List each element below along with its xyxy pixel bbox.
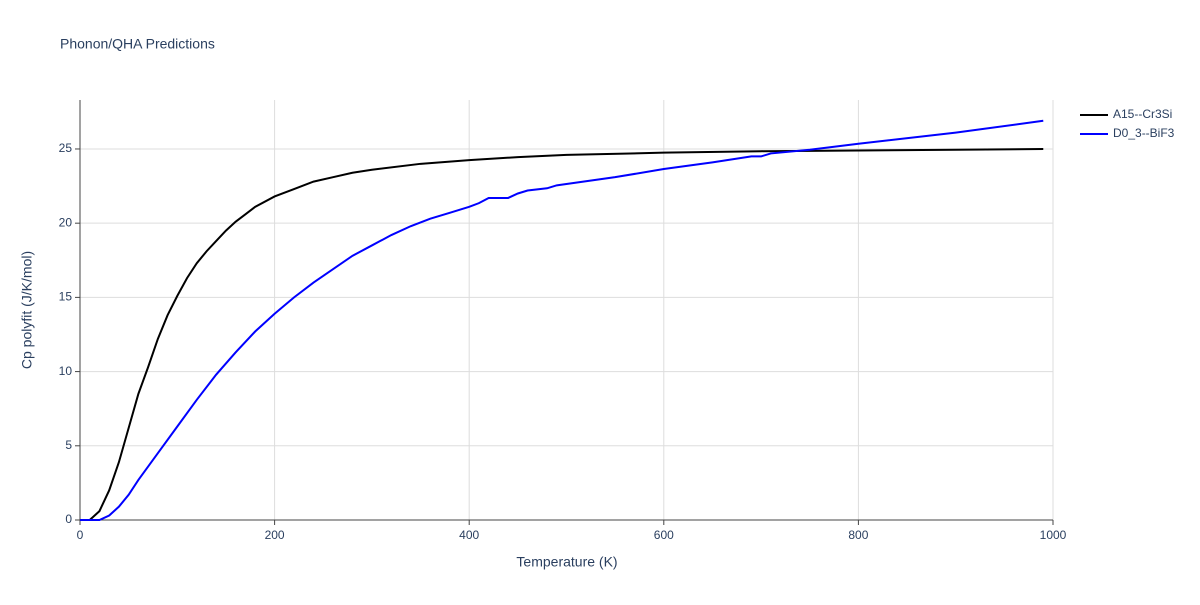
x-tick-label: 1000	[1040, 528, 1067, 542]
y-tick-label: 15	[59, 290, 73, 304]
x-tick-label: 200	[265, 528, 285, 542]
x-tick-label: 0	[77, 528, 84, 542]
legend-label: D0_3--BiF3	[1113, 126, 1175, 140]
y-tick-label: 25	[59, 141, 73, 155]
chart-title: Phonon/QHA Predictions	[60, 36, 215, 52]
series-line	[80, 147, 1044, 521]
y-tick-label: 0	[65, 512, 72, 526]
x-tick-label: 800	[848, 528, 868, 542]
x-axis-label: Temperature (K)	[516, 554, 617, 570]
series-line	[80, 119, 1044, 521]
x-tick-label: 600	[654, 528, 674, 542]
y-tick-label: 10	[59, 364, 73, 378]
x-tick-label: 400	[459, 528, 479, 542]
y-tick-label: 20	[59, 215, 73, 229]
legend-label: A15--Cr3Si	[1113, 107, 1172, 121]
y-tick-label: 5	[65, 438, 72, 452]
y-axis-label: Cp polyfit (J/K/mol)	[19, 251, 35, 369]
